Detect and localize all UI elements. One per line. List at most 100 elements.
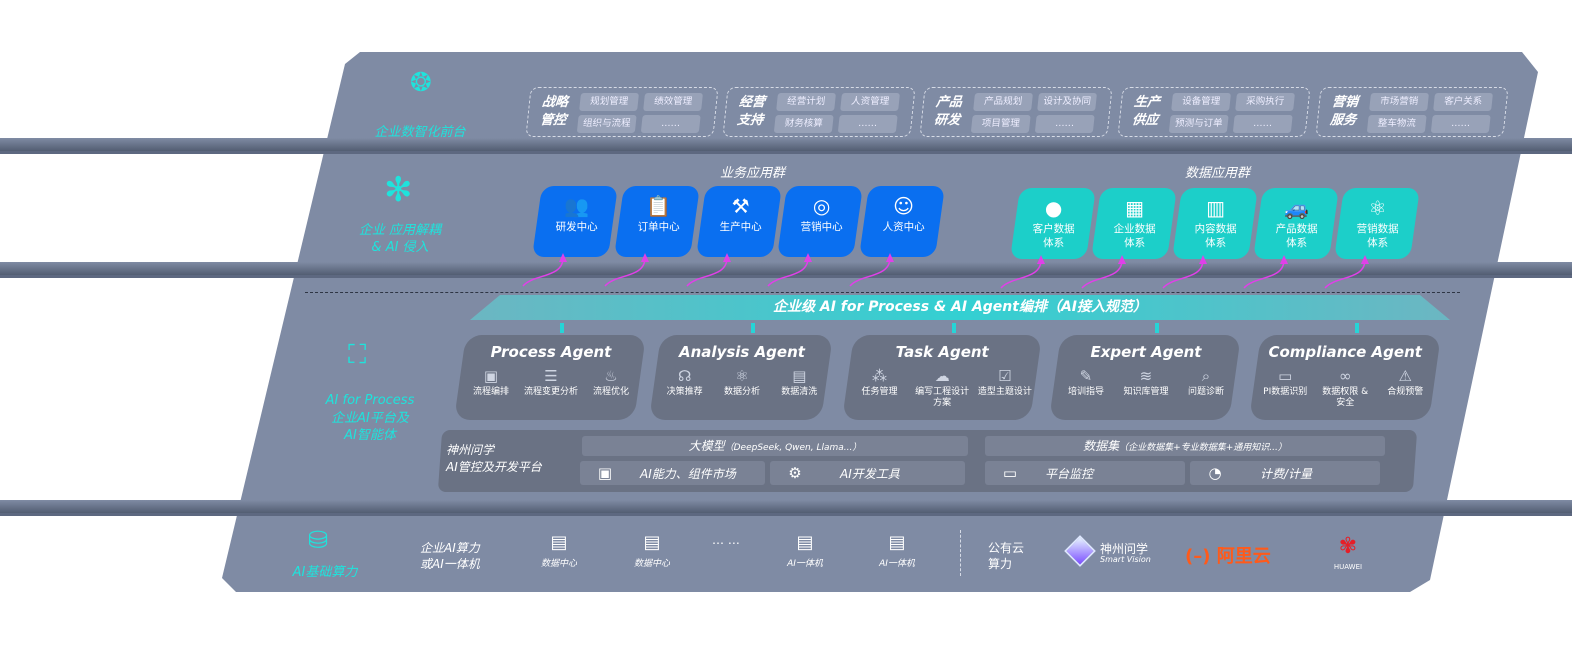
dataset-label: 数据集 [1083, 439, 1120, 453]
monitor-icon: ▭ [1002, 464, 1018, 482]
ellipsis: … … [712, 533, 740, 547]
server-label: 数据中心 [540, 559, 577, 569]
agent-capability[interactable]: ▤ 数据清洗 [771, 365, 828, 398]
atom-icon: ⚛ [735, 367, 749, 385]
agent-capability[interactable]: ☰ 流程变更分析 [521, 365, 580, 398]
layer-divider [0, 262, 1572, 276]
server-icon: ▤ [796, 532, 814, 553]
layer-label-platform-cn: 企业AI平台及 AI智能体 [331, 411, 409, 443]
optimize-icon: ♨ [604, 367, 618, 385]
agent-capability[interactable]: ✎ 培训指导 [1056, 365, 1115, 398]
capability-label: 培训指导 [1067, 387, 1104, 397]
agent-card[interactable]: Analysis Agent ☊ 决策推荐 ⚛ 数据分析 ▤ 数据清洗 [649, 335, 833, 420]
server-icon: ▤ [643, 532, 661, 553]
connector-arrow [686, 257, 728, 287]
market-icon: ▣ [597, 464, 613, 482]
link-icon: ∞ [1338, 367, 1352, 385]
aliyun-logo: (–) 阿里云 [1185, 542, 1271, 568]
agent-card[interactable]: Process Agent ▣ 流程编排 ☰ 流程变更分析 ♨ 流程优化 [454, 335, 646, 420]
alert-icon: ⚠ [1398, 367, 1412, 385]
agent-capability[interactable]: ▣ 流程编排 [461, 365, 520, 398]
tool-label: 计费/计量 [1260, 467, 1313, 481]
connector-arrow [1324, 259, 1366, 289]
model-label: 大模型 [688, 439, 725, 453]
layer-label-apps: 企业 应用解耦 & AI 侵入 [358, 223, 442, 255]
arrowhead [1280, 255, 1288, 264]
agent-title: Analysis Agent [679, 343, 805, 361]
server-label: AI一体机 [787, 559, 823, 569]
training-icon: ✎ [1079, 367, 1093, 385]
banner-text: 企业级 AI for Process & AI Agent编排（AI接入规范） [772, 299, 1148, 315]
smart-vision-name: 神州问学 [1100, 542, 1149, 556]
agent-capability[interactable]: ☊ 决策推荐 [656, 365, 713, 398]
agent-capability[interactable]: ⌕ 问题诊断 [1176, 365, 1235, 398]
data-apps-title: 数据应用群 [1185, 166, 1251, 181]
layer-label-platform-en: AI for Process [325, 393, 415, 408]
capability-label: 问题诊断 [1187, 387, 1224, 397]
doc-icon: ▤ [792, 367, 807, 385]
dataset-note: （企业数据集+专业数据集+通用知识...） [1119, 443, 1287, 453]
agent-capability[interactable]: ☁ 编写工程设计方案 [911, 365, 973, 409]
flow-icon: ▣ [483, 367, 499, 385]
public-compute-label: 公有云 算力 [988, 541, 1025, 571]
capability-label: 数据清洗 [781, 387, 818, 397]
capability-label: 流程优化 [592, 387, 629, 397]
agent-capability[interactable]: ⚛ 数据分析 [714, 365, 771, 398]
arrowhead [723, 253, 731, 262]
network-icon: ⁂ [872, 367, 888, 385]
arrowhead [804, 253, 812, 262]
capability-label: 数据权限 & 安全 [1322, 387, 1369, 408]
agent-capability[interactable]: ≋ 知识库管理 [1116, 365, 1175, 398]
platform-tool[interactable]: ⚙ AI开发工具 [770, 461, 965, 485]
diagnose-icon: ⌕ [1201, 367, 1211, 385]
id-icon: ▭ [1278, 367, 1293, 385]
arrowhead [1037, 255, 1045, 264]
compute-divider [960, 530, 961, 576]
agent-title: Process Agent [490, 343, 612, 361]
agent-capability[interactable]: ♨ 流程优化 [581, 365, 640, 398]
agent-capability[interactable]: ⚠ 合规预警 [1376, 365, 1435, 409]
arrowhead [1361, 255, 1369, 264]
tool-label: AI开发工具 [840, 467, 900, 481]
gauge-icon: ◔ [1208, 464, 1222, 482]
layers-icon: ≋ [1139, 367, 1153, 385]
arrowhead [1118, 255, 1126, 264]
tool-label: 平台监控 [1045, 467, 1094, 481]
private-compute-label: 企业AI算力 或AI一体机 [420, 541, 480, 571]
capability-label: 造型主题设计 [977, 387, 1032, 397]
server-node: ▤ 数据中心 [524, 530, 594, 569]
arrowhead [1199, 255, 1207, 264]
checklist-icon: ☑ [998, 367, 1012, 385]
agent-card[interactable]: Task Agent ⁂ 任务管理 ☁ 编写工程设计方案 ☑ 造型主题设计 [842, 335, 1042, 420]
cloud-icon: ☁ [934, 367, 950, 385]
huawei-name: HUAWEI [1333, 563, 1363, 571]
agent-card[interactable]: Expert Agent ✎ 培训指导 ≋ 知识库管理 ⌕ 问题诊断 [1049, 335, 1241, 420]
capability-label: 编写工程设计方案 [915, 387, 970, 408]
arrowhead [886, 253, 894, 262]
connector-arrow [1000, 259, 1042, 289]
layer-divider [0, 500, 1572, 514]
agent-capability[interactable]: ☑ 造型主题设计 [974, 365, 1036, 409]
business-apps-title: 业务应用群 [720, 166, 786, 181]
huawei-flower-icon: ✾ [1338, 534, 1358, 559]
platform-tool[interactable]: ◔ 计费/计量 [1190, 461, 1380, 485]
server-node: ▤ 数据中心 [617, 530, 687, 569]
connector-arrow [522, 257, 564, 287]
layer-divider [0, 151, 1572, 154]
connector-arrow [604, 257, 646, 287]
model-strip: 大模型（DeepSeek, Qwen, Llama...） [582, 436, 968, 456]
connector-arrow [1243, 259, 1285, 289]
agent-card[interactable]: Compliance Agent ▭ PI数据识别 ∞ 数据权限 & 安全 ⚠ 合规预警 [1249, 335, 1441, 420]
agent-capability[interactable]: ∞ 数据权限 & 安全 [1316, 365, 1375, 409]
model-note: （DeepSeek, Qwen, Llama...） [724, 443, 862, 453]
agent-capability[interactable]: ▭ PI数据识别 [1256, 365, 1315, 409]
server-label: 数据中心 [633, 559, 670, 569]
capability-label: 合规预警 [1387, 387, 1424, 397]
agent-capability[interactable]: ⁂ 任务管理 [849, 365, 911, 409]
server-icon: ▤ [550, 532, 568, 553]
platform-tool[interactable]: ▭ 平台监控 [985, 461, 1185, 485]
platform-tool[interactable]: ▣ AI能力、组件市场 [580, 461, 765, 485]
capability-label: 任务管理 [861, 387, 898, 397]
capability-label: 知识库管理 [1123, 387, 1169, 397]
